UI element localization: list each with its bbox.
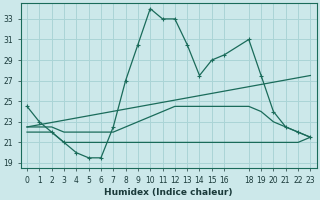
X-axis label: Humidex (Indice chaleur): Humidex (Indice chaleur) xyxy=(104,188,233,197)
